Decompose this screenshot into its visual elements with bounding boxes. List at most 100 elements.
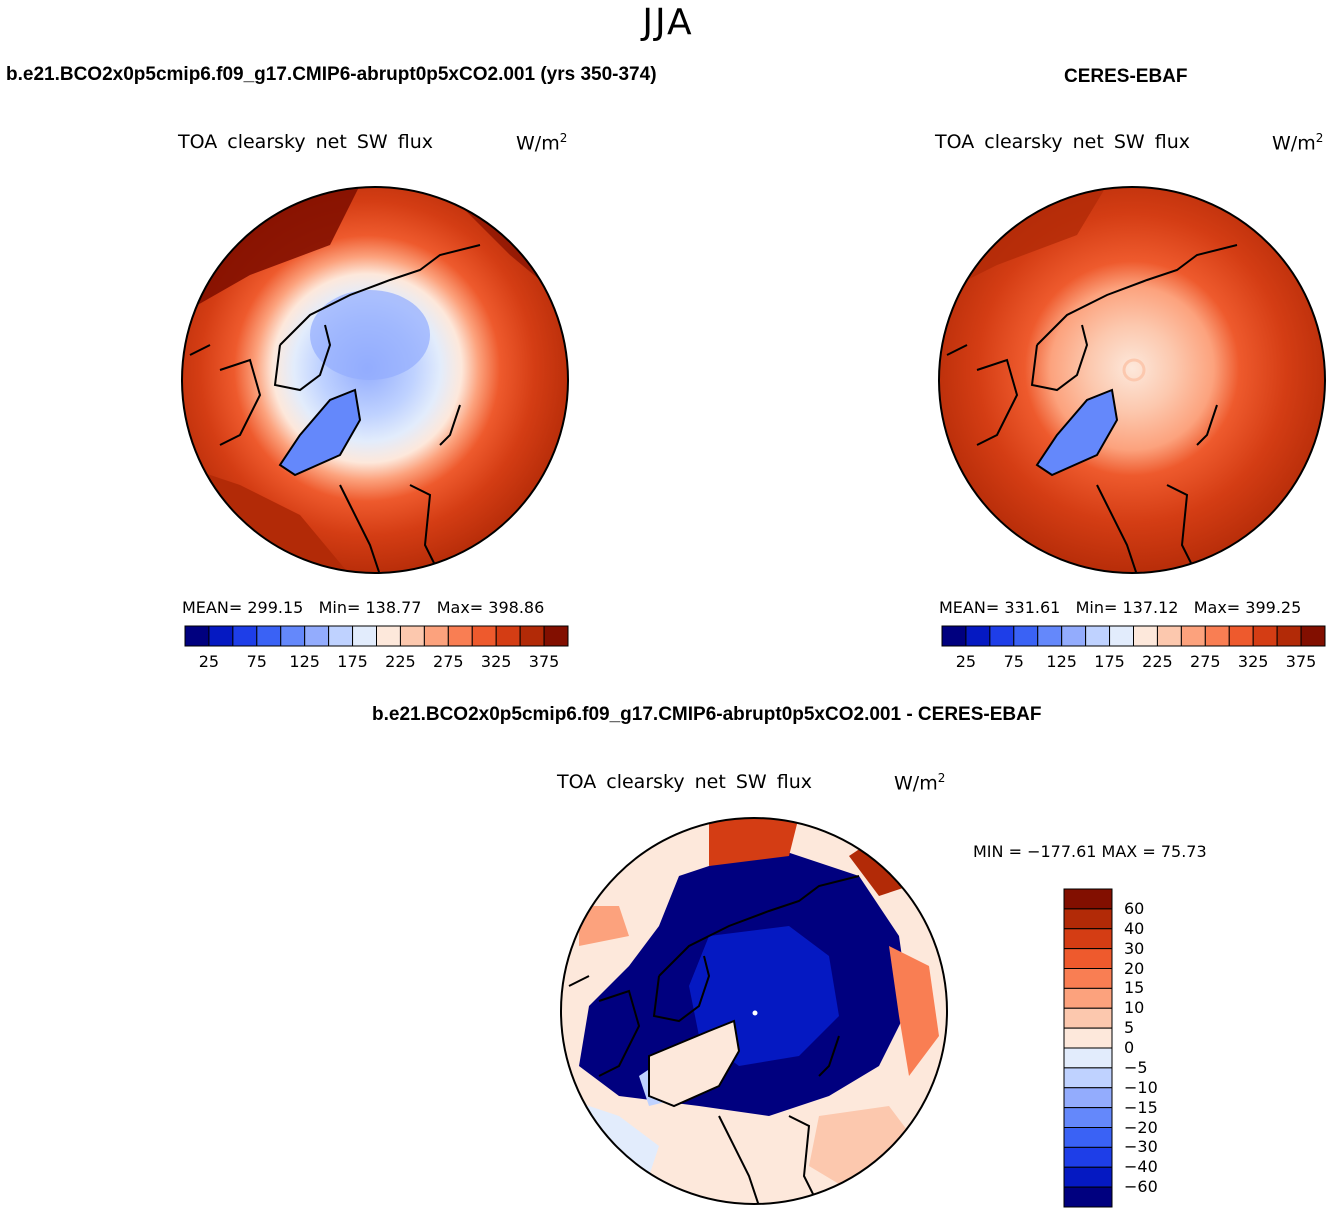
obs-colorbar-swatch (1300, 625, 1326, 647)
model-colorbar-swatch (184, 625, 210, 647)
model-colorbar-swatch (256, 625, 282, 647)
diff-colorbar-tick-label: −40 (1124, 1157, 1158, 1177)
obs-colorbar-swatch (1204, 625, 1230, 647)
model-colorbar-tick-label: 25 (198, 652, 220, 671)
diff-polar-map (560, 817, 948, 1205)
diff-colorbar-swatch (1063, 968, 1113, 989)
obs-polar-map (938, 186, 1326, 574)
diff-colorbar (1063, 888, 1113, 1208)
diff-colorbar-tick-label: 15 (1124, 978, 1145, 998)
obs-colorbar-tick-label: 125 (1046, 652, 1077, 671)
model-colorbar-tick-label: 325 (480, 652, 512, 671)
model-colorbar-swatch (423, 625, 449, 647)
model-stats: MEAN= 299.15 Min= 138.77 Max= 398.86 (182, 598, 545, 617)
model-colorbar-swatch (471, 625, 497, 647)
diff-colorbar-tick-label: −30 (1124, 1137, 1158, 1157)
diff-colorbar-tick-label: 60 (1124, 898, 1145, 918)
obs-colorbar-swatch (1109, 625, 1134, 647)
diff-colorbar-swatch (1063, 928, 1113, 950)
diff-colorbar-swatch (1063, 888, 1113, 910)
model-colorbar-swatch (519, 625, 545, 647)
diff-colorbar-tick-label: −10 (1124, 1077, 1158, 1097)
diff-colorbar-swatch (1063, 1107, 1113, 1128)
obs-units: W/m2 (1272, 131, 1324, 155)
model-colorbar-tick-label: 175 (337, 652, 368, 671)
obs-colorbar-tick-label: 275 (1190, 652, 1221, 671)
diff-colorbar-swatch (1063, 1166, 1113, 1188)
diff-colorbar-tick-label: 10 (1124, 998, 1145, 1018)
obs-field-title: TOA clearsky net SW flux (935, 131, 1191, 153)
obs-colorbar-swatch (1061, 625, 1087, 647)
diff-colorbar-tick-label: 30 (1124, 938, 1145, 958)
obs-colorbar-tick-label: 175 (1094, 652, 1125, 671)
model-colorbar-tick-label: 225 (385, 652, 416, 671)
obs-colorbar-tick-label: 225 (1142, 652, 1173, 671)
diff-colorbar-tick-label: 0 (1124, 1038, 1135, 1057)
model-colorbar-swatch (208, 625, 234, 647)
obs-colorbar-swatch (1156, 625, 1182, 647)
diff-colorbar-swatch (1063, 1007, 1113, 1029)
obs-colorbar-swatch (965, 625, 991, 647)
obs-colorbar-tick-label: 75 (1003, 652, 1024, 671)
diff-colorbar-swatch (1063, 1087, 1113, 1109)
obs-colorbar-ticks: 25 75 125 175 225 275 325 375 (942, 652, 1325, 672)
obs-colorbar-tick-label: 325 (1237, 652, 1269, 671)
model-colorbar-swatch (447, 625, 473, 647)
diff-colorbar-tick-label: −5 (1124, 1057, 1148, 1077)
obs-colorbar-swatch (1085, 625, 1111, 647)
diff-colorbar-swatch (1063, 1027, 1113, 1049)
diff-colorbar-tick-label: −20 (1124, 1117, 1158, 1137)
diff-colorbar-swatch (1063, 948, 1113, 969)
diff-colorbar-swatch (1063, 1067, 1113, 1089)
obs-colorbar-tick-label: 25 (955, 652, 977, 671)
obs-colorbar-tick-label: 375 (1285, 652, 1317, 671)
diff-minmax: MIN = −177.61 MAX = 75.73 (973, 842, 1207, 861)
obs-colorbar-swatch (1133, 625, 1158, 647)
obs-stats: MEAN= 331.61 Min= 137.12 Max= 399.25 (939, 598, 1302, 617)
model-colorbar-swatch (495, 625, 521, 647)
model-colorbar-swatch (328, 625, 354, 647)
obs-colorbar-swatch (1276, 625, 1302, 647)
model-colorbar-swatch (352, 625, 377, 647)
diff-colorbar-swatch (1063, 987, 1113, 1009)
model-colorbar-swatch (399, 625, 425, 647)
obs-colorbar-swatch (1228, 625, 1254, 647)
diff-colorbar-tick-label: 20 (1124, 958, 1145, 978)
diff-colorbar-swatch (1063, 1047, 1113, 1069)
diff-colorbar-swatch (1063, 1186, 1113, 1208)
model-colorbar-swatch (304, 625, 330, 647)
model-colorbar (184, 625, 569, 647)
diff-colorbar-swatch (1063, 1146, 1113, 1168)
diff-field-title: TOA clearsky net SW flux (557, 771, 813, 793)
diff-colorbar-ticks: 60 40 30 20 15 10 5 0 −5 −10 −15 −20 −30 −40 −60 (1124, 889, 1184, 1207)
model-colorbar-tick-label: 375 (528, 652, 560, 671)
obs-colorbar-swatch (1252, 625, 1278, 647)
model-colorbar-tick-label: 125 (289, 652, 320, 671)
model-colorbar-swatch (376, 625, 401, 647)
diff-colorbar-swatch (1063, 908, 1113, 930)
diff-colorbar-swatch (1063, 1127, 1113, 1148)
model-units: W/m2 (516, 131, 568, 155)
obs-colorbar-swatch (1180, 625, 1206, 647)
obs-colorbar-swatch (1013, 625, 1039, 647)
model-colorbar-tick-label: 75 (246, 652, 267, 671)
obs-case-title: CERES-EBAF (1064, 66, 1188, 87)
model-field-title: TOA clearsky net SW flux (178, 131, 434, 153)
season-title: JJA (642, 2, 694, 43)
diff-colorbar-tick-label: −15 (1124, 1097, 1158, 1117)
model-colorbar-ticks: 25 75 125 175 225 275 325 375 (185, 652, 568, 672)
diff-colorbar-tick-label: −60 (1124, 1177, 1158, 1197)
obs-colorbar-swatch (941, 625, 967, 647)
model-colorbar-swatch (232, 625, 258, 647)
obs-colorbar (941, 625, 1326, 647)
diff-units: W/m2 (894, 771, 946, 795)
obs-colorbar-swatch (1037, 625, 1063, 647)
obs-colorbar-swatch (989, 625, 1015, 647)
diff-colorbar-tick-label: 40 (1124, 918, 1145, 938)
model-colorbar-tick-label: 275 (433, 652, 464, 671)
model-case-title: b.e21.BCO2x0p5cmip6.f09_g17.CMIP6-abrupt… (6, 64, 657, 85)
model-colorbar-swatch (280, 625, 306, 647)
model-polar-map (181, 186, 569, 574)
diff-case-title: b.e21.BCO2x0p5cmip6.f09_g17.CMIP6-abrupt… (372, 704, 1042, 725)
model-colorbar-swatch (543, 625, 569, 647)
